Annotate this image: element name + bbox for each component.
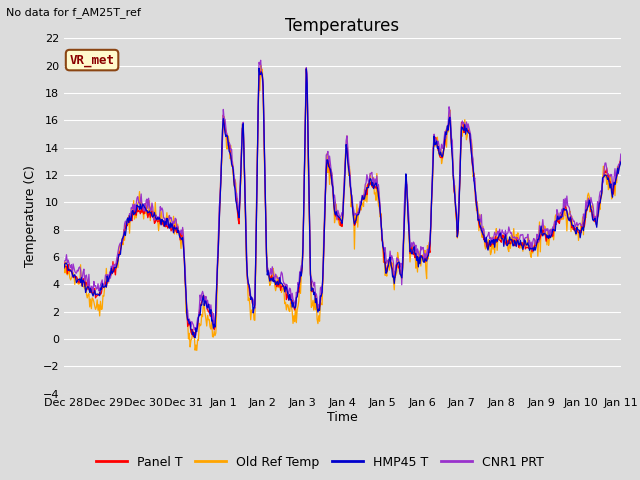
Title: Temperatures: Temperatures (285, 17, 399, 36)
Legend: Panel T, Old Ref Temp, HMP45 T, CNR1 PRT: Panel T, Old Ref Temp, HMP45 T, CNR1 PRT (91, 451, 549, 474)
Text: VR_met: VR_met (70, 54, 115, 67)
Text: No data for f_AM25T_ref: No data for f_AM25T_ref (6, 7, 141, 18)
X-axis label: Time: Time (327, 411, 358, 424)
Y-axis label: Temperature (C): Temperature (C) (24, 165, 37, 267)
